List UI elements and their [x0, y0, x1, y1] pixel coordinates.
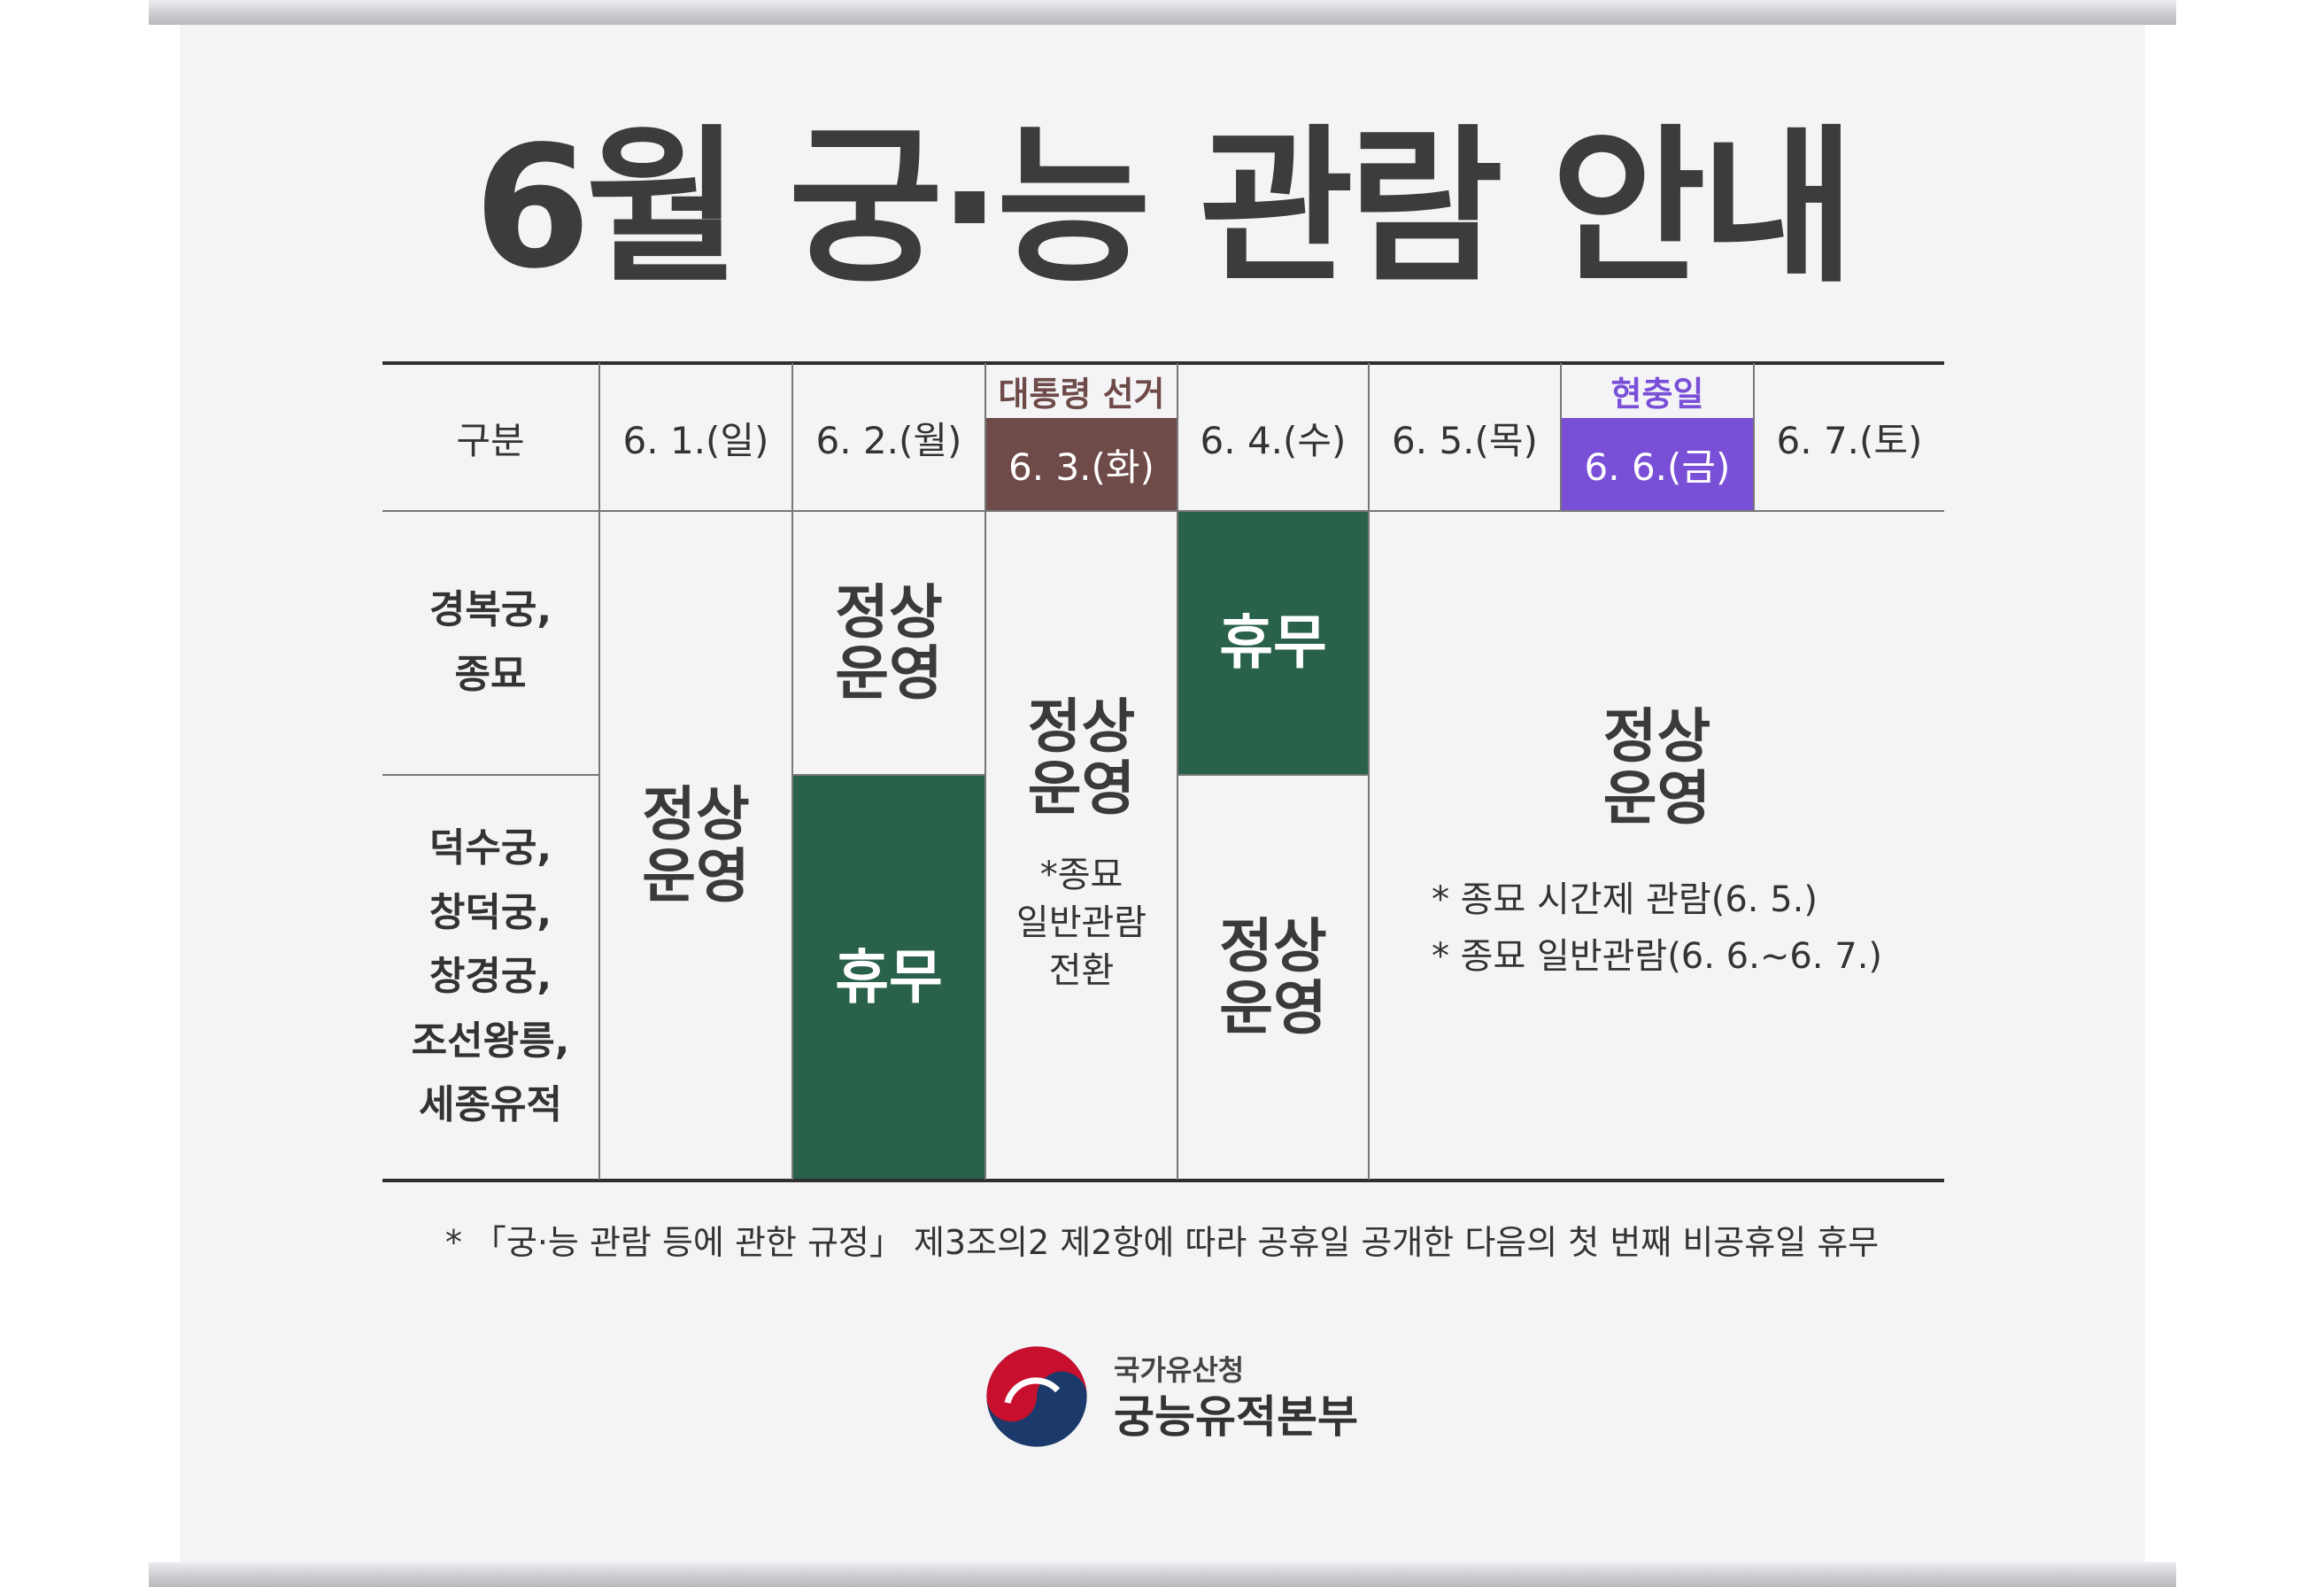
day4-group1-closed: 휴무	[1178, 512, 1368, 774]
day3-cell: 정상 운영 *종묘 일반관람 전환	[986, 512, 1177, 1179]
row-divider	[791, 774, 984, 776]
day3-jongmyo-note: *종묘 일반관람 전환	[1015, 854, 1147, 991]
day1-normal: 정상 운영	[642, 780, 750, 910]
col-divider	[1560, 363, 1562, 512]
day4-group2-normal: 정상 운영	[1219, 912, 1327, 1042]
agency-name: 국가유산청	[1114, 1353, 1245, 1387]
row-label-group2: 덕수궁, 창덕궁, 창경궁, 조선왕릉, 세종유적	[411, 825, 570, 1128]
header-day-3: 6. 3.(화)	[986, 418, 1177, 510]
days5to7-normal: 정상 운영	[1602, 702, 1711, 832]
days5to7-cell: 정상 운영 * 종묘 시간제 관람(6. 5.) * 종묘 일반관람(6. 6.…	[1370, 512, 1944, 1179]
col-divider	[1177, 363, 1178, 1180]
footnote: * 「궁·능 관람 등에 관한 규정」 제3조의2 제2항에 따라 공휴일 공개…	[444, 1223, 1880, 1262]
row-divider	[382, 774, 598, 776]
header-day-6: 6. 6.(금)	[1562, 418, 1753, 510]
bottom-rod	[149, 1562, 2176, 1587]
header-day-7: 6. 7.(토)	[1776, 418, 1923, 462]
row-divider	[1177, 774, 1368, 776]
day3-normal: 정상 운영	[1027, 693, 1136, 823]
header-day-4: 6. 4.(수)	[1200, 418, 1347, 462]
jongmyo-notes: * 종묘 시간제 관람(6. 5.) * 종묘 일반관람(6. 6.~6. 7.…	[1432, 871, 1882, 985]
top-rod	[149, 0, 2176, 25]
page-title: 6월 궁·능 관람 안내	[474, 110, 1855, 306]
memorial-label: 현충일	[1610, 374, 1704, 414]
header-day-5: 6. 5.(목)	[1392, 418, 1538, 462]
row-label-group1: 경복궁, 종묘	[429, 587, 552, 697]
jongmyo-note-1: * 종묘 시간제 관람(6. 5.)	[1431, 879, 1818, 920]
taegeuk-emblem-icon	[986, 1346, 1087, 1447]
col-divider	[791, 363, 793, 1180]
header-divider	[382, 510, 1944, 512]
day2-group2-closed: 휴무	[793, 776, 984, 1179]
day2-group1-normal: 정상 운영	[835, 577, 943, 708]
header-category: 구분	[456, 418, 525, 462]
poster-background	[180, 25, 2145, 1562]
jongmyo-note-2: * 종묘 일반관람(6. 6.~6. 7.)	[1431, 935, 1883, 977]
header-day-2: 6. 2.(월)	[815, 418, 962, 462]
col-divider	[984, 363, 986, 1180]
header-day-1: 6. 1.(일)	[622, 418, 769, 462]
org-name: 궁능유적본부	[1114, 1391, 1358, 1443]
col-divider	[1753, 363, 1755, 512]
table-top-border	[382, 361, 1944, 365]
table-bottom-border	[382, 1179, 1944, 1182]
col-divider	[1368, 363, 1370, 1180]
election-label: 대통령 선거	[998, 374, 1165, 414]
col-divider	[598, 363, 600, 1180]
